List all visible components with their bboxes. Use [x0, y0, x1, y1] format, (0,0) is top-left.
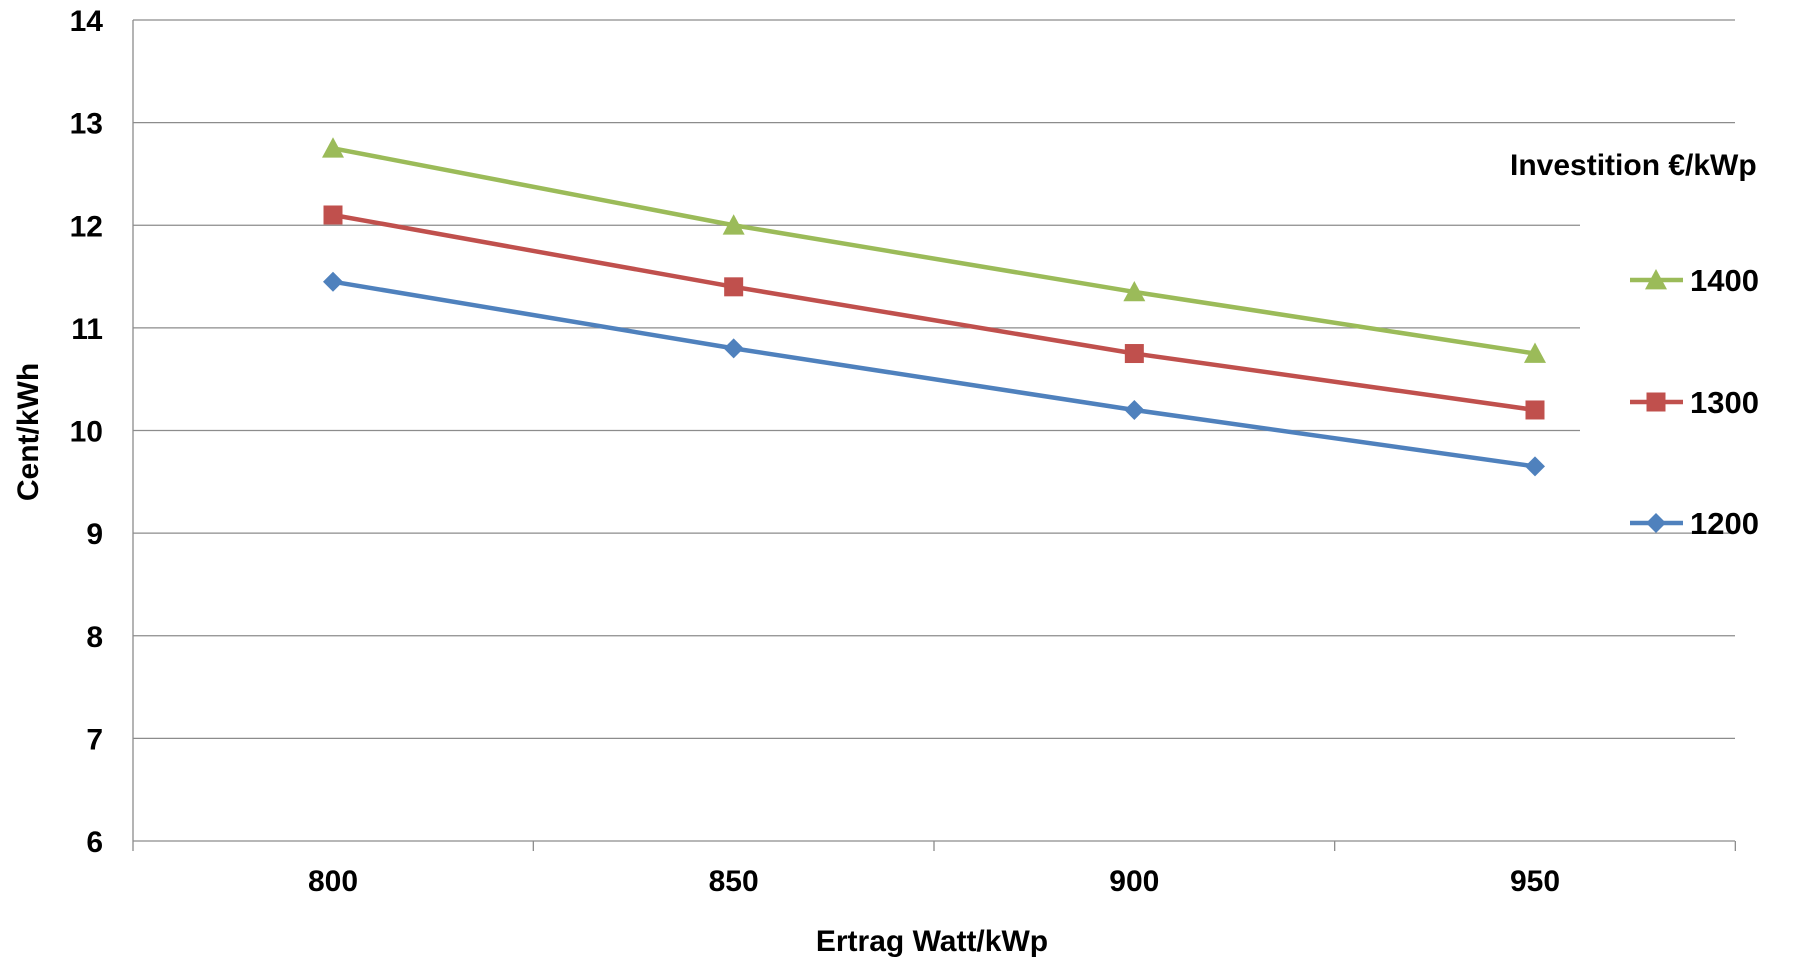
series-line-1300 — [330, 212, 1538, 413]
y-tick-label: 8 — [86, 621, 103, 654]
data-point-1400 — [722, 214, 745, 235]
y-tick-label: 9 — [86, 518, 103, 551]
data-point-1300 — [323, 205, 343, 225]
data-point-1300 — [1525, 400, 1545, 420]
legend-label: 1400 — [1690, 263, 1759, 298]
data-point-1400 — [1524, 342, 1546, 363]
y-tick-label: 6 — [86, 826, 103, 859]
data-point-1200 — [723, 338, 744, 359]
series-line-1400 — [330, 146, 1538, 356]
x-tick-label: 950 — [1510, 865, 1560, 898]
data-point-1300 — [724, 277, 744, 297]
legend: Investition €/kWp 1400 1300 1200 — [1510, 149, 1759, 541]
legend-marker — [1646, 513, 1666, 533]
x-tick-label: 900 — [1109, 865, 1159, 898]
legend-label: 1200 — [1690, 506, 1759, 541]
legend-entry-1200: 1200 — [1630, 506, 1759, 541]
legend-marker — [1646, 392, 1666, 412]
series-1300 — [323, 205, 1545, 420]
legend-entry-1300: 1300 — [1630, 385, 1759, 420]
legend-title: Investition €/kWp — [1510, 149, 1757, 182]
legend-entry-1400: 1400 — [1630, 263, 1759, 298]
x-axis-label: Ertrag Watt/kWp — [816, 925, 1048, 958]
y-tick-label: 14 — [70, 5, 104, 38]
x-tick-labels: 800 850 900 950 — [308, 865, 1560, 898]
y-tick-label: 11 — [71, 313, 103, 346]
y-tick-label: 10 — [70, 416, 103, 449]
data-point-1400 — [1123, 280, 1146, 302]
series-1200 — [323, 271, 1545, 477]
series — [322, 137, 1546, 477]
data-point-1200 — [1124, 399, 1145, 420]
axes — [132, 20, 1736, 851]
y-tick-label: 13 — [70, 108, 103, 141]
y-axis-label: Cent/kWh — [12, 363, 45, 501]
data-point-1200 — [323, 271, 343, 292]
series-line-1200 — [330, 279, 1538, 469]
data-point-1300 — [1124, 344, 1144, 364]
legend-label: 1300 — [1690, 385, 1759, 420]
x-tick-label: 800 — [308, 865, 358, 898]
y-tick-labels: 6 7 8 9 10 11 12 13 14 — [70, 5, 104, 859]
y-tick-label: 12 — [70, 210, 103, 243]
data-point-1400 — [322, 137, 344, 158]
y-tick-label: 7 — [86, 723, 103, 756]
x-tick-label: 850 — [709, 865, 759, 898]
gridlines — [133, 19, 1735, 740]
data-point-1200 — [1525, 456, 1545, 477]
legend-marker — [1645, 269, 1667, 290]
series-1400 — [322, 137, 1546, 363]
